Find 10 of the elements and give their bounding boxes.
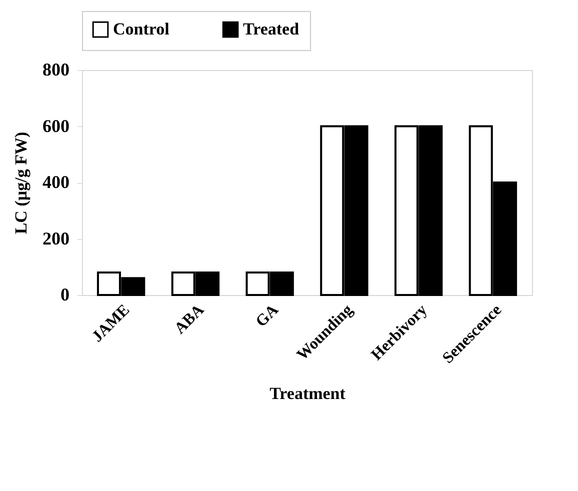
legend-label: Control	[113, 20, 170, 39]
x-tick-label: GA	[252, 301, 282, 330]
y-axis-title: LC (µg/g FW)	[12, 132, 30, 234]
y-tick-label: 200	[42, 228, 70, 248]
legend-label: Treated	[243, 20, 300, 39]
y-tick-label: 0	[60, 284, 70, 304]
y-tick-label: 400	[42, 172, 70, 192]
x-axis-title: Treatment	[270, 384, 346, 404]
y-tick-label: 800	[42, 60, 70, 80]
y-tick-label: 600	[42, 116, 70, 136]
